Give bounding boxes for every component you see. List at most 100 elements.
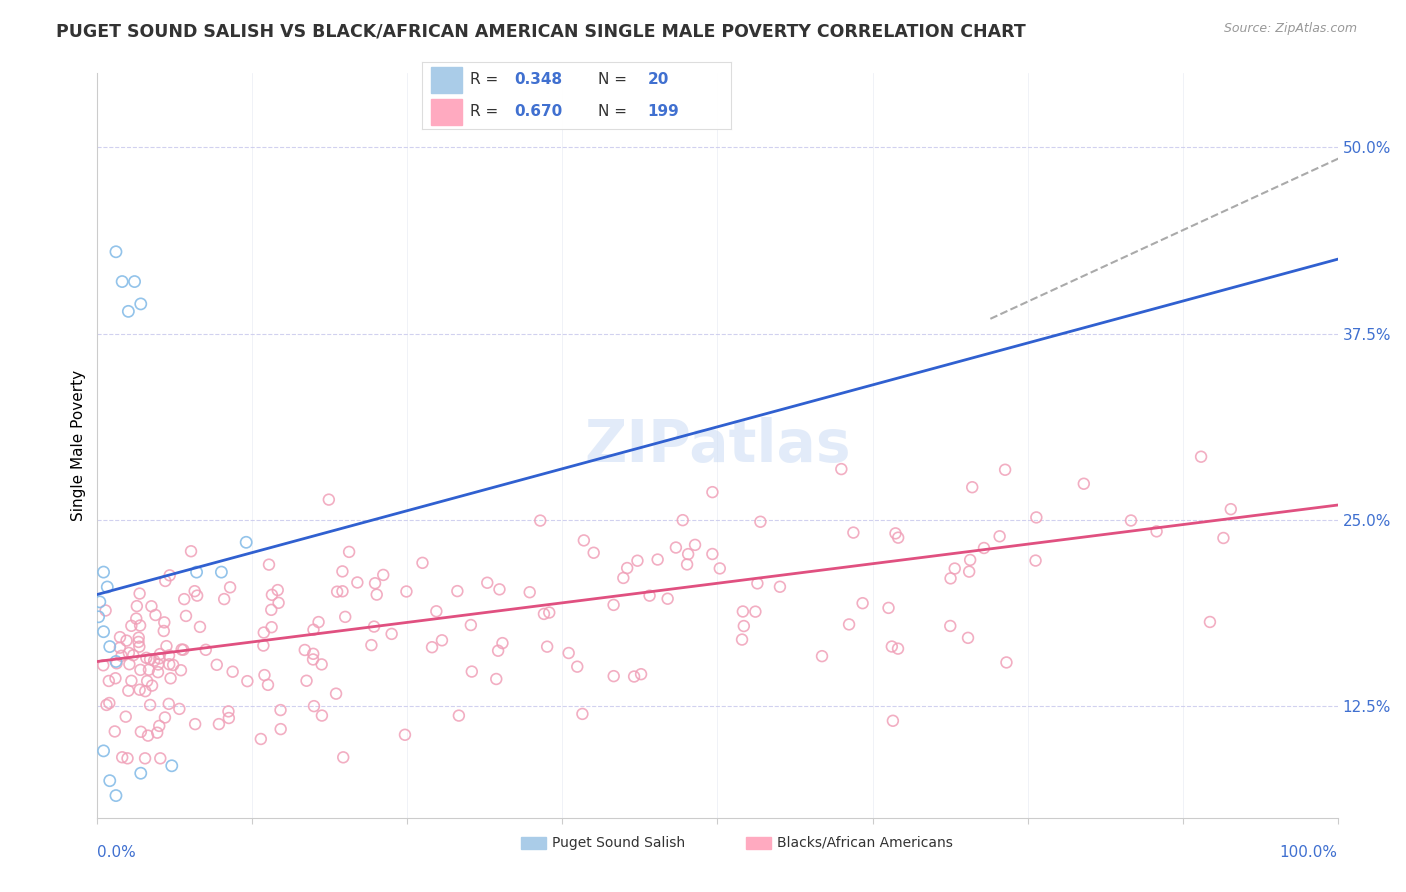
Point [134,751,156,765]
Point [105,657,128,671]
Point [461,665,484,679]
Point [96,698,118,712]
Point [186,565,208,579]
Point [120,673,142,688]
Text: Puget Sound Salish: Puget Sound Salish [551,836,685,850]
Point [731,632,754,647]
Point [485,672,508,686]
Point [157,657,180,672]
Point [486,644,509,658]
Point [602,669,624,683]
Point [111,750,134,764]
Y-axis label: Single Male Poverty: Single Male Poverty [72,370,86,521]
Point [104,244,127,259]
Point [709,561,731,575]
Point [253,668,276,682]
Point [302,623,325,637]
Text: N =: N = [598,72,631,87]
Point [257,678,280,692]
Point [318,492,340,507]
Point [420,640,443,655]
Point [877,600,900,615]
Text: 0.348: 0.348 [515,72,562,87]
Point [235,535,257,549]
Point [145,607,167,622]
Point [959,553,981,567]
Point [939,571,962,585]
Point [148,719,170,733]
Point [1219,502,1241,516]
Point [311,708,333,723]
Point [447,708,470,723]
Point [887,641,910,656]
Point [842,525,865,540]
Point [326,584,349,599]
Point [111,275,134,289]
Point [170,642,193,657]
Point [702,547,724,561]
Point [337,545,360,559]
Point [93,565,115,579]
Point [129,297,152,311]
Point [94,603,117,617]
Point [830,462,852,476]
Point [567,659,589,673]
Point [250,731,273,746]
Point [995,656,1018,670]
Point [253,625,276,640]
Point [769,580,792,594]
Point [118,646,141,660]
Point [1025,553,1047,567]
Point [93,624,115,639]
Point [139,698,162,712]
Point [87,609,110,624]
Point [89,595,111,609]
Point [446,584,468,599]
Point [332,750,354,764]
Point [616,561,638,575]
Point [104,789,127,803]
Point [236,674,259,689]
Point [811,649,834,664]
Point [125,599,148,613]
Point [186,589,208,603]
Point [988,529,1011,543]
Point [260,603,283,617]
Point [152,624,174,638]
Point [430,633,453,648]
Point [157,697,180,711]
Text: R =: R = [470,72,503,87]
Point [994,463,1017,477]
Point [155,574,177,588]
Point [519,585,541,599]
Point [538,606,561,620]
Point [162,657,184,672]
Point [128,635,150,649]
Point [294,643,316,657]
Point [194,642,217,657]
Point [124,275,146,289]
Point [97,673,120,688]
Point [332,584,354,599]
Point [217,705,239,719]
Bar [432,99,463,125]
Point [267,583,290,598]
Bar [432,67,463,93]
Point [159,671,181,685]
Point [257,558,280,572]
Point [148,651,170,665]
Point [172,642,194,657]
Point [884,526,907,541]
Point [602,598,624,612]
Point [749,515,772,529]
Point [536,640,558,654]
Point [117,751,139,765]
Point [533,607,555,621]
Point [114,709,136,723]
Point [488,582,510,597]
Point [302,647,325,661]
Text: R =: R = [470,104,503,120]
Point [647,552,669,566]
Point [104,724,127,739]
Point [411,556,433,570]
